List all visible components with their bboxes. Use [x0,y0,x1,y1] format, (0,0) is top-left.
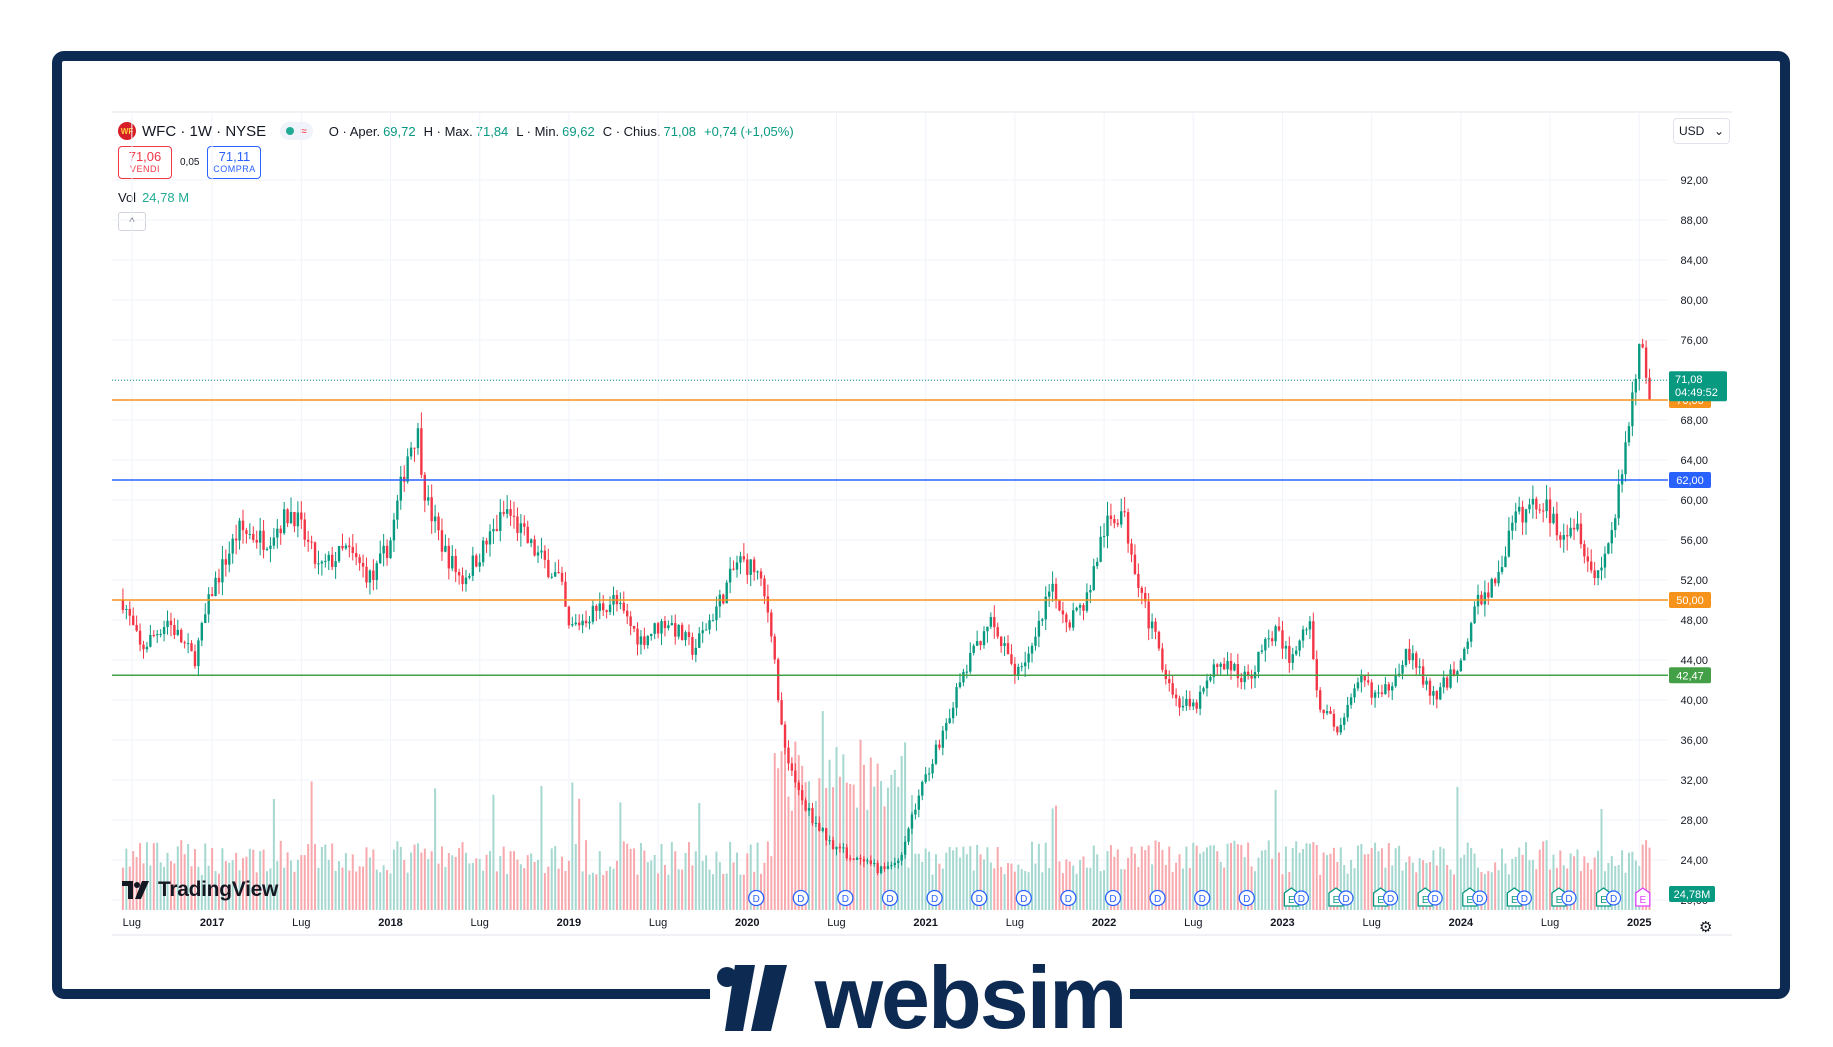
volume-legend: Vol 24,78 M [118,190,189,205]
brand-name: websim [814,947,1128,1047]
outer-frame [52,51,1790,999]
ohlc-value: 71,84 [475,123,509,139]
brand-logo: websim [710,948,1130,1047]
ohlc-value: 69,62 [562,123,595,139]
spread-value: 0,05 [180,157,200,168]
market-open-icon [286,127,295,135]
price-change: +0,74 (+1,05%) [704,123,794,139]
tradingview-logo-icon [122,881,149,899]
ohlc-key: O · Aper. [328,123,381,139]
sell-price: 71,06 [128,149,162,164]
watermark-text: TradingView [158,878,279,901]
currency-select[interactable]: USD ⌄ [1673,118,1730,144]
volume-value: 24,78 M [142,190,190,205]
market-status[interactable]: ≈ [280,122,313,140]
buy-label: COMPRA [213,164,256,174]
ohlc-key: C · Chius. [602,123,661,139]
sell-button[interactable]: 71,06 VENDI [118,146,172,179]
ohlc-values: O · Aper. 69,72 H · Max. 71,84 L · Min. 69,62… [329,124,704,139]
ohlc-key: H · Max. [423,123,473,139]
collapse-indicators-button[interactable]: ^ [118,212,146,231]
ohlc-value: 71,08 [663,123,697,139]
sell-label: VENDI [129,164,160,174]
chevron-up-icon: ^ [129,215,135,228]
ohlc-value: 69,72 [383,123,416,139]
currency-label: USD [1679,124,1705,138]
chart-settings-icon[interactable]: ⚙ [1699,919,1713,936]
volume-label: Vol [118,190,137,205]
trade-buttons: 71,06 VENDI 0,05 71,11 COMPRA [118,146,262,179]
chevron-down-icon: ⌄ [1713,124,1724,138]
delayed-data-icon: ≈ [300,124,307,138]
tradingview-watermark: TradingView [122,878,278,902]
buy-button[interactable]: 71,11 COMPRA [207,146,262,179]
buy-price: 71,11 [218,149,251,164]
websim-logo-icon [716,964,787,1031]
chart-legend: WF WFC · 1W · NYSE ≈ O · Aper. 69,72 H · M… [118,120,802,142]
company-logo-icon: WF [118,122,136,140]
symbol-title[interactable]: WFC · 1W · NYSE [142,122,267,140]
ohlc-key: L · Min. [516,123,560,139]
